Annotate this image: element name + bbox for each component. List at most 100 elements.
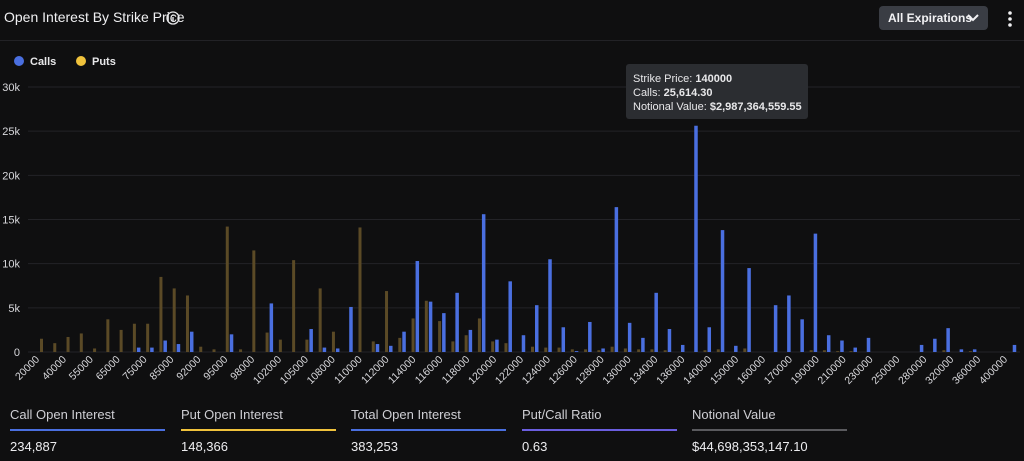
call-bar[interactable] xyxy=(136,347,141,352)
call-bar[interactable] xyxy=(309,329,313,352)
put-bar[interactable] xyxy=(79,333,83,352)
put-bar[interactable] xyxy=(331,331,335,352)
call-bar[interactable] xyxy=(455,292,459,352)
call-bar[interactable] xyxy=(614,207,619,352)
put-bar[interactable] xyxy=(385,291,389,352)
put-bar[interactable] xyxy=(424,300,428,352)
put-bar[interactable] xyxy=(570,349,574,352)
call-bar[interactable] xyxy=(163,340,167,352)
legend-item-puts[interactable]: Puts xyxy=(76,56,116,68)
put-bar[interactable] xyxy=(358,227,362,352)
more-options-icon[interactable] xyxy=(1006,10,1014,28)
call-bar[interactable] xyxy=(335,348,340,352)
put-bar[interactable] xyxy=(531,346,534,352)
put-bar[interactable] xyxy=(278,339,282,352)
put-bar[interactable] xyxy=(212,349,216,352)
call-bar[interactable] xyxy=(415,261,420,352)
put-bar[interactable] xyxy=(610,346,614,352)
call-bar[interactable] xyxy=(946,328,950,352)
put-bar[interactable] xyxy=(544,347,548,352)
put-bar[interactable] xyxy=(225,226,229,352)
call-bar[interactable] xyxy=(720,230,725,352)
call-bar[interactable] xyxy=(813,233,818,352)
put-bar[interactable] xyxy=(584,349,588,352)
call-bar[interactable] xyxy=(508,281,512,352)
put-bar[interactable] xyxy=(265,332,269,352)
call-bar[interactable] xyxy=(229,334,234,352)
call-bar[interactable] xyxy=(654,292,658,352)
put-bar[interactable] xyxy=(305,339,309,352)
call-bar[interactable] xyxy=(442,313,446,352)
put-bar[interactable] xyxy=(132,323,136,352)
put-bar[interactable] xyxy=(637,349,641,352)
put-bar[interactable] xyxy=(318,288,322,352)
call-bar[interactable] xyxy=(773,305,778,352)
call-bar[interactable] xyxy=(959,349,964,352)
call-bar[interactable] xyxy=(933,338,937,352)
call-bar[interactable] xyxy=(574,351,579,352)
put-bar[interactable] xyxy=(185,295,189,352)
put-bar[interactable] xyxy=(398,337,402,352)
put-bar[interactable] xyxy=(159,276,163,352)
call-bar[interactable] xyxy=(601,348,605,352)
put-bar[interactable] xyxy=(53,343,57,352)
call-bar[interactable] xyxy=(389,345,393,352)
call-bar[interactable] xyxy=(800,319,804,352)
call-bar[interactable] xyxy=(269,303,274,352)
call-bar[interactable] xyxy=(548,259,552,352)
put-bar[interactable] xyxy=(172,288,176,352)
call-bar[interactable] xyxy=(428,301,433,352)
info-icon[interactable] xyxy=(166,11,180,25)
call-bar[interactable] xyxy=(375,344,380,352)
put-bar[interactable] xyxy=(119,329,123,352)
legend-item-calls[interactable]: Calls xyxy=(14,56,56,68)
put-bar[interactable] xyxy=(252,250,256,352)
call-bar[interactable] xyxy=(787,295,791,352)
call-bar[interactable] xyxy=(747,268,751,352)
put-bar[interactable] xyxy=(371,341,375,352)
call-bar[interactable] xyxy=(840,340,844,352)
call-bar[interactable] xyxy=(1012,344,1017,352)
call-bar[interactable] xyxy=(694,125,698,352)
put-bar[interactable] xyxy=(146,323,150,352)
put-bar[interactable] xyxy=(199,346,203,352)
call-bar[interactable] xyxy=(853,347,857,352)
expirations-dropdown[interactable]: All Expirations xyxy=(879,6,988,30)
put-bar[interactable] xyxy=(411,318,415,352)
put-bar[interactable] xyxy=(40,338,43,352)
put-bar[interactable] xyxy=(438,321,442,352)
put-bar[interactable] xyxy=(809,350,813,352)
call-bar[interactable] xyxy=(707,327,712,352)
put-bar[interactable] xyxy=(239,349,243,352)
call-bar[interactable] xyxy=(176,344,181,352)
call-bar[interactable] xyxy=(919,344,924,352)
put-bar[interactable] xyxy=(464,335,468,352)
call-bar[interactable] xyxy=(402,331,406,352)
call-bar[interactable] xyxy=(826,335,831,352)
call-bar[interactable] xyxy=(588,321,592,352)
put-bar[interactable] xyxy=(597,350,601,352)
call-bar[interactable] xyxy=(468,329,473,352)
call-bar[interactable] xyxy=(150,347,154,352)
put-bar[interactable] xyxy=(623,348,627,352)
call-bar[interactable] xyxy=(866,337,871,352)
put-bar[interactable] xyxy=(942,350,946,352)
call-bar[interactable] xyxy=(495,339,499,352)
put-bar[interactable] xyxy=(66,336,70,352)
put-bar[interactable] xyxy=(650,349,654,352)
call-bar[interactable] xyxy=(641,337,645,352)
put-bar[interactable] xyxy=(743,348,747,352)
call-bar[interactable] xyxy=(734,345,738,352)
put-bar[interactable] xyxy=(663,350,667,352)
put-bar[interactable] xyxy=(849,351,853,352)
call-bar[interactable] xyxy=(481,214,486,352)
put-bar[interactable] xyxy=(557,347,561,352)
call-bar[interactable] xyxy=(667,329,672,352)
call-bar[interactable] xyxy=(972,349,977,352)
put-bar[interactable] xyxy=(292,260,296,352)
call-bar[interactable] xyxy=(561,327,566,352)
put-bar[interactable] xyxy=(836,351,840,352)
put-bar[interactable] xyxy=(477,318,481,352)
put-bar[interactable] xyxy=(968,351,972,352)
put-bar[interactable] xyxy=(106,319,110,352)
